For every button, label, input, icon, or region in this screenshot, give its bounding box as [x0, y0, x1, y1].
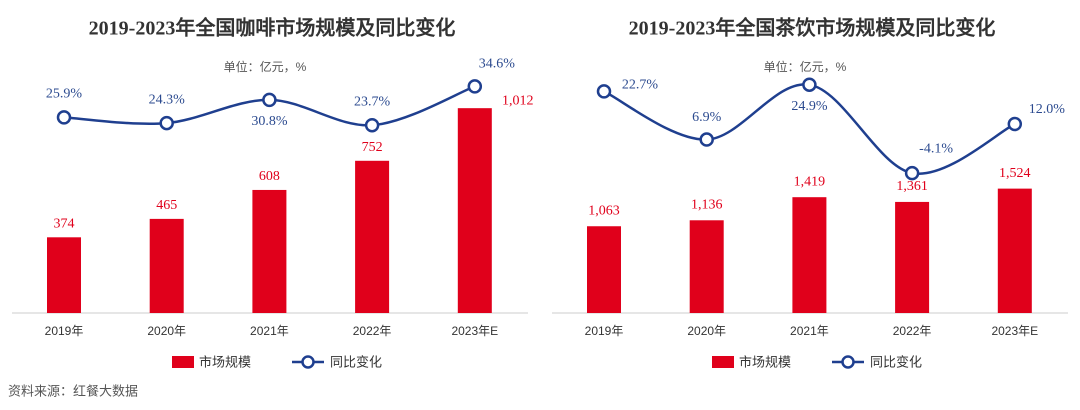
- bar-value-label: 1,361: [896, 179, 928, 194]
- line-marker: [1007, 116, 1023, 132]
- bar: [895, 201, 930, 313]
- line-marker: [159, 115, 174, 131]
- bar-value-label: 1,524: [999, 166, 1031, 181]
- line-marker: [904, 165, 920, 181]
- line-value-label: 30.8%: [251, 114, 288, 129]
- bar-value-label: 1,419: [794, 174, 826, 189]
- line-value-label: 6.9%: [692, 110, 722, 125]
- legend-marker: [841, 355, 855, 369]
- bar-value-label: 752: [362, 140, 383, 155]
- x-tick-label: 2020年: [687, 324, 726, 338]
- line-value-label: 12.0%: [1029, 102, 1066, 117]
- bar-value-label: 374: [54, 217, 75, 232]
- line-value-label: 22.7%: [622, 78, 659, 93]
- bar: [457, 108, 492, 313]
- line-marker: [262, 92, 277, 108]
- line-marker: [802, 77, 817, 92]
- line-marker: [56, 110, 72, 125]
- chart-title: 2019-2023年全国咖啡市场规模及同比变化: [89, 16, 456, 40]
- legend-swatch: [712, 356, 734, 368]
- unit-label: 单位：亿元，%: [764, 59, 847, 74]
- legend-label: 市场规模: [739, 354, 791, 369]
- line-marker: [467, 79, 483, 94]
- x-tick-label: 2021年: [790, 324, 829, 338]
- bar: [252, 189, 287, 313]
- legend-label: 市场规模: [199, 354, 251, 369]
- bar: [355, 160, 390, 313]
- bar-value-label: 1,063: [588, 203, 620, 218]
- x-tick-label: 2019年: [45, 324, 84, 338]
- line-value-label: 24.9%: [791, 99, 828, 114]
- x-tick-label: 2023年E: [451, 324, 498, 338]
- unit-label: 单位：亿元，%: [224, 59, 307, 74]
- x-tick-label: 2021年: [250, 324, 289, 338]
- x-tick-label: 2022年: [353, 324, 392, 338]
- legend-marker: [301, 355, 315, 369]
- line-value-label: 34.6%: [479, 57, 516, 72]
- bar: [689, 220, 724, 313]
- x-tick-label: 2022年: [893, 324, 932, 338]
- legend-label: 同比变化: [870, 354, 922, 369]
- legend-label: 同比变化: [330, 354, 382, 369]
- bar: [47, 237, 81, 313]
- legend-swatch: [172, 356, 194, 368]
- line-value-label: 25.9%: [46, 87, 83, 102]
- bar-value-label: 608: [259, 169, 280, 184]
- bar-value-label: 1,012: [502, 93, 534, 108]
- chart-title: 2019-2023年全国茶饮市场规模及同比变化: [629, 16, 996, 40]
- line-marker: [596, 84, 612, 99]
- line-value-label: 24.3%: [149, 92, 186, 107]
- bar: [149, 218, 184, 313]
- x-tick-label: 2020年: [147, 324, 186, 338]
- line: [603, 83, 1016, 175]
- bar: [792, 197, 827, 313]
- source: 资料来源：红餐大数据: [8, 383, 138, 398]
- bar-value-label: 465: [156, 198, 177, 213]
- line-marker: [364, 117, 380, 133]
- line-value-label: 23.7%: [354, 94, 391, 109]
- line-marker: [699, 132, 714, 147]
- bar: [587, 226, 621, 313]
- x-tick-label: 2023年E: [991, 324, 1038, 338]
- line-value-label: -4.1%: [919, 141, 953, 156]
- bar-value-label: 1,136: [691, 198, 723, 213]
- bar: [997, 188, 1032, 313]
- x-tick-label: 2019年: [585, 324, 624, 338]
